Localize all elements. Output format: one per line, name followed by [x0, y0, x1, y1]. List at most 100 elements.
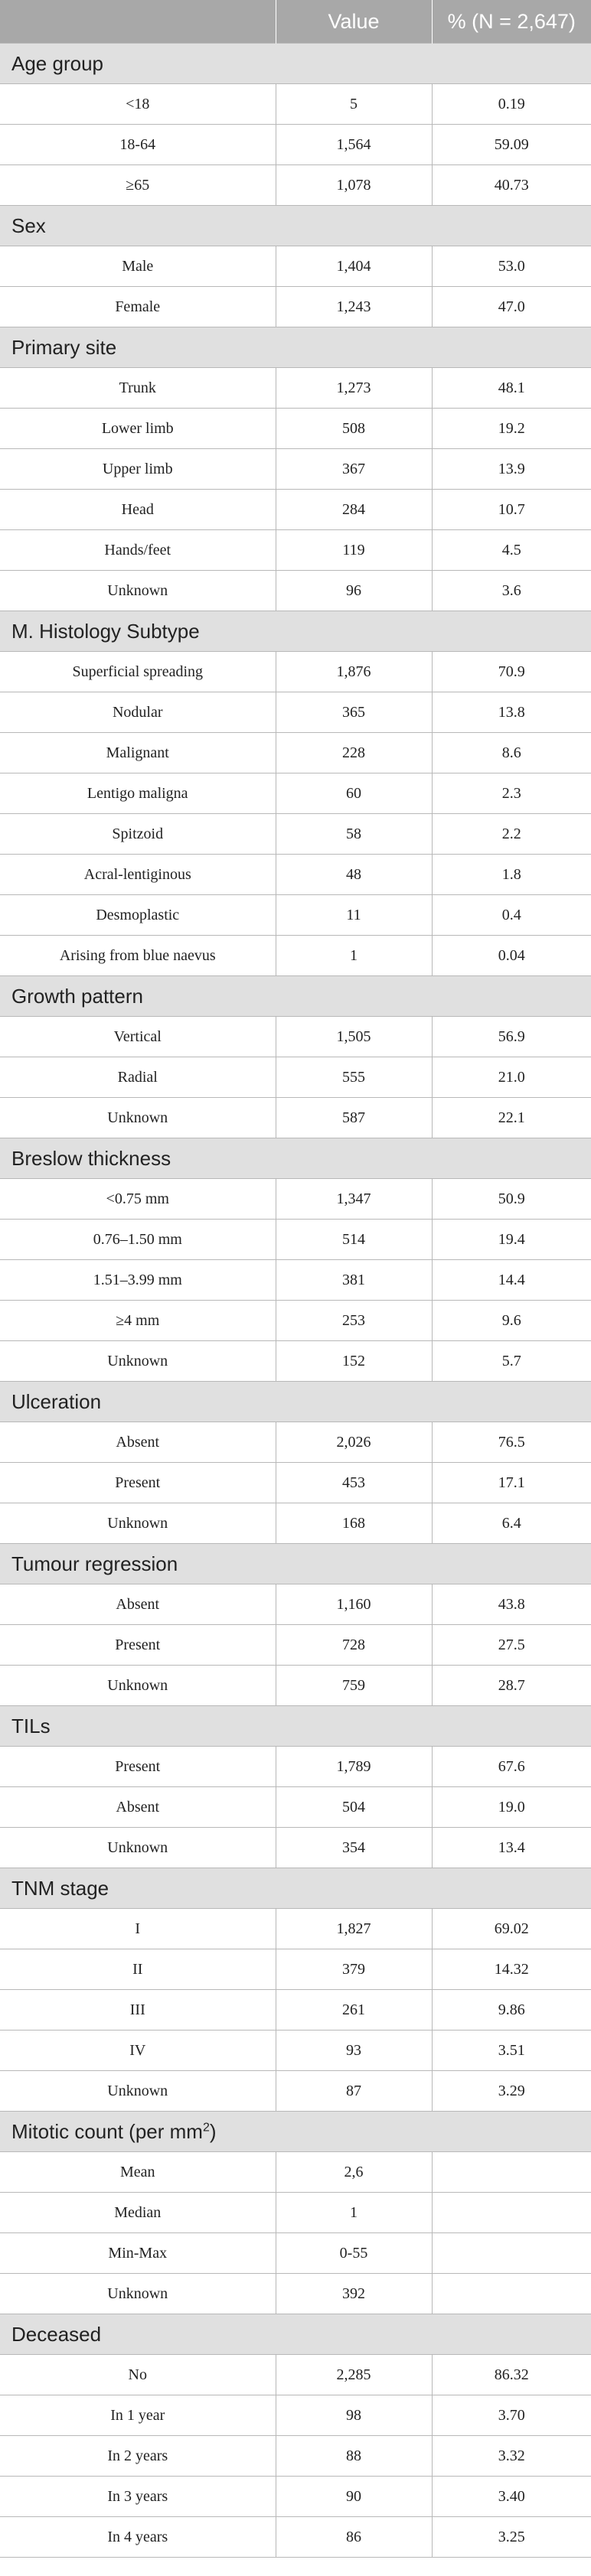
group-header-row: Primary site [0, 327, 591, 368]
row-percent: 13.8 [431, 692, 591, 733]
row-label: Mean [0, 2151, 276, 2193]
table-row: In 1 year 98 3.70 [0, 2395, 591, 2436]
row-label: Malignant [0, 732, 276, 773]
group-header-row: Age group [0, 43, 591, 84]
row-value: 58 [275, 813, 433, 855]
table-row: Mean 2,6 [0, 2151, 591, 2193]
row-percent: 56.9 [431, 1016, 591, 1057]
table-row: Unknown 87 3.29 [0, 2070, 591, 2112]
row-percent: 53.0 [431, 246, 591, 287]
row-value: 728 [275, 1624, 433, 1666]
row-value: 1,404 [275, 246, 433, 287]
row-percent: 3.6 [431, 570, 591, 611]
row-label: Unknown [0, 2070, 276, 2112]
row-percent [431, 2151, 591, 2193]
table-row: Vertical 1,505 56.9 [0, 1016, 591, 1057]
row-label: <18 [0, 83, 276, 125]
row-percent: 2.3 [431, 773, 591, 814]
table-row: I 1,827 69.02 [0, 1908, 591, 1949]
row-value: 1 [275, 935, 433, 976]
group-header-row: Sex [0, 205, 591, 246]
table-row: Trunk 1,273 48.1 [0, 367, 591, 409]
row-label: I [0, 1908, 276, 1949]
table-row: Male 1,404 53.0 [0, 246, 591, 287]
row-value: 1,876 [275, 651, 433, 692]
row-value: 228 [275, 732, 433, 773]
row-percent: 70.9 [431, 651, 591, 692]
row-value: 1,789 [275, 1746, 433, 1787]
table-row: Min-Max 0-55 [0, 2232, 591, 2274]
row-value: 1,347 [275, 1178, 433, 1220]
row-percent: 13.4 [431, 1827, 591, 1868]
row-percent: 8.6 [431, 732, 591, 773]
group-header-row: Deceased [0, 2314, 591, 2355]
group-title-text: M. Histology Subtype [11, 619, 200, 643]
row-percent [431, 2273, 591, 2314]
table-row: Arising from blue naevus 1 0.04 [0, 935, 591, 976]
table-row: ≥4 mm 253 9.6 [0, 1300, 591, 1341]
row-value: 1,827 [275, 1908, 433, 1949]
group-title: Breslow thickness [0, 1138, 591, 1179]
row-label: Unknown [0, 570, 276, 611]
group-title: Tumour regression [0, 1543, 591, 1584]
group-title-text: TNM stage [11, 1876, 109, 1900]
row-percent: 22.1 [431, 1097, 591, 1138]
row-percent: 40.73 [431, 164, 591, 206]
group-title-superscript: 2 [202, 2120, 210, 2134]
row-value: 5 [275, 83, 433, 125]
row-percent: 3.25 [431, 2516, 591, 2558]
table-row: Lower limb 508 19.2 [0, 408, 591, 449]
row-label: II [0, 1949, 276, 1990]
group-title: TNM stage [0, 1868, 591, 1909]
row-label: Hands/feet [0, 529, 276, 571]
row-percent: 4.5 [431, 529, 591, 571]
row-label: Unknown [0, 1340, 276, 1382]
row-percent: 19.0 [431, 1786, 591, 1828]
row-percent: 1.8 [431, 854, 591, 895]
group-header-row: TNM stage [0, 1868, 591, 1909]
row-value: 1 [275, 2192, 433, 2233]
row-percent: 3.32 [431, 2435, 591, 2477]
row-value: 284 [275, 489, 433, 530]
table-row: <18 5 0.19 [0, 83, 591, 125]
row-label: Trunk [0, 367, 276, 409]
row-value: 2,026 [275, 1422, 433, 1463]
table-header: Value % (N = 2,647) [0, 0, 591, 44]
row-percent: 2.2 [431, 813, 591, 855]
group-title-text: Primary site [11, 335, 117, 359]
row-label: Male [0, 246, 276, 287]
row-percent: 6.4 [431, 1503, 591, 1544]
row-percent: 43.8 [431, 1584, 591, 1625]
row-value: 168 [275, 1503, 433, 1544]
row-value: 1,078 [275, 164, 433, 206]
row-value: 152 [275, 1340, 433, 1382]
row-percent: 3.51 [431, 2030, 591, 2071]
row-value: 88 [275, 2435, 433, 2477]
row-label: In 3 years [0, 2476, 276, 2517]
group-title: TILs [0, 1705, 591, 1747]
row-percent: 13.9 [431, 448, 591, 490]
row-label: 0.76–1.50 mm [0, 1219, 276, 1260]
row-percent: 3.40 [431, 2476, 591, 2517]
group-title: M. Histology Subtype [0, 611, 591, 652]
row-value: 87 [275, 2070, 433, 2112]
table-row: Median 1 [0, 2192, 591, 2233]
table-row: Desmoplastic 11 0.4 [0, 894, 591, 936]
row-value: 0-55 [275, 2232, 433, 2274]
row-value: 508 [275, 408, 433, 449]
table-row: In 3 years 90 3.40 [0, 2476, 591, 2517]
row-percent: 86.32 [431, 2354, 591, 2395]
row-percent: 47.0 [431, 286, 591, 327]
row-percent: 19.2 [431, 408, 591, 449]
row-percent: 48.1 [431, 367, 591, 409]
table-row: Hands/feet 119 4.5 [0, 529, 591, 571]
table-row: Spitzoid 58 2.2 [0, 813, 591, 855]
row-percent: 76.5 [431, 1422, 591, 1463]
row-label: Unknown [0, 2273, 276, 2314]
table-row: In 2 years 88 3.32 [0, 2435, 591, 2477]
table-body: Age group <18 5 0.19 18-64 1,564 59.09 ≥65 1,078… [0, 43, 591, 2558]
group-header-row: Tumour regression [0, 1543, 591, 1584]
row-percent: 14.32 [431, 1949, 591, 1990]
table-row: Unknown 168 6.4 [0, 1503, 591, 1544]
group-header-row: Ulceration [0, 1381, 591, 1422]
